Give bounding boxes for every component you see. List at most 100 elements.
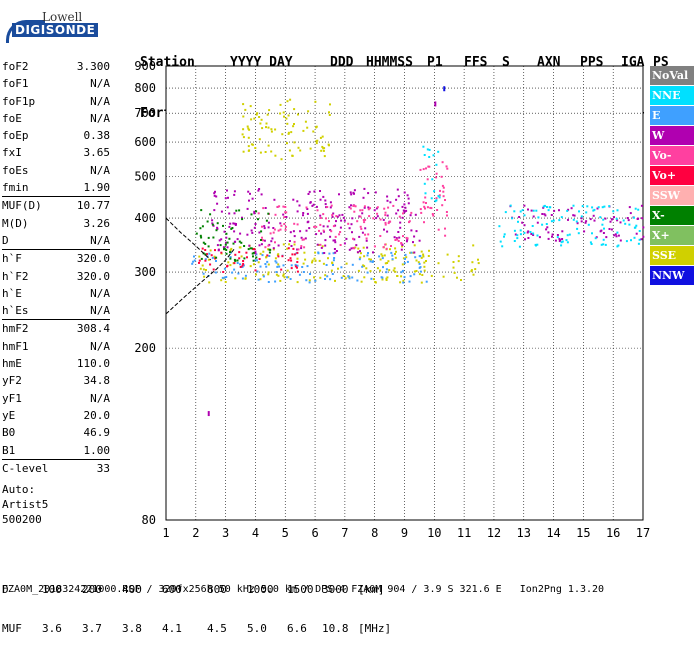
echo-point-w bbox=[366, 246, 369, 249]
echo-point-nne bbox=[601, 206, 604, 209]
echo-point-vo bbox=[338, 233, 341, 236]
echo-point-nne bbox=[616, 231, 619, 234]
echo-point-vo bbox=[432, 214, 435, 217]
legend-sse: SSE bbox=[650, 246, 694, 265]
echo-point-sse bbox=[328, 114, 331, 116]
echo-point-e bbox=[333, 257, 336, 259]
y-tick-label: 300 bbox=[134, 265, 156, 279]
echo-point-e bbox=[294, 263, 297, 266]
echo-point-sse bbox=[230, 247, 233, 250]
echo-point-w bbox=[308, 227, 311, 230]
echo-point-e bbox=[332, 252, 335, 255]
echo-point-nne bbox=[435, 163, 438, 166]
echo-point-w bbox=[233, 240, 236, 243]
param-row-mufd: MUF(D) 10.77 bbox=[2, 197, 110, 214]
echo-point-w bbox=[573, 214, 576, 217]
echo-point-vo bbox=[406, 237, 409, 240]
echo-point-vo bbox=[384, 211, 387, 214]
echo-point-nne bbox=[428, 148, 431, 151]
echo-point-e bbox=[298, 273, 301, 276]
echo-point-w bbox=[257, 189, 260, 192]
echo-point-sse bbox=[452, 261, 455, 263]
param-row-foe: foE N/A bbox=[2, 110, 110, 127]
echo-point-sse bbox=[312, 130, 315, 133]
echo-point-nne bbox=[423, 154, 426, 156]
echo-point-sse bbox=[293, 123, 295, 125]
echo-point-e bbox=[314, 279, 317, 282]
echo-point-x bbox=[247, 248, 250, 251]
echo-point-sse bbox=[418, 273, 421, 276]
echo-point-nne bbox=[536, 234, 539, 237]
echo-point-w bbox=[409, 214, 412, 217]
echo-point-e bbox=[241, 266, 244, 268]
echo-point-x bbox=[236, 259, 239, 262]
echo-point-vo bbox=[287, 259, 290, 262]
echo-point-w bbox=[348, 206, 351, 209]
echo-point-e bbox=[382, 266, 384, 269]
echo-point-x bbox=[232, 242, 235, 245]
echo-point-w bbox=[611, 218, 613, 221]
echo-point-vo bbox=[210, 254, 213, 257]
echo-point-sse bbox=[417, 261, 420, 264]
echo-point-w bbox=[341, 213, 344, 216]
echo-point-sse bbox=[249, 265, 252, 268]
echo-point-w bbox=[323, 252, 326, 254]
echo-point-nne bbox=[532, 232, 535, 235]
echo-point-e bbox=[403, 276, 406, 279]
echo-point-vo bbox=[335, 215, 338, 218]
echo-point-w bbox=[355, 244, 358, 247]
echo-point-w bbox=[218, 239, 221, 242]
echo-point-x bbox=[260, 239, 262, 241]
echo-point-w bbox=[253, 212, 256, 215]
echo-point-vo bbox=[424, 196, 427, 199]
echo-point-w bbox=[302, 212, 305, 214]
echo-point-vo bbox=[396, 238, 399, 241]
param-value: N/A bbox=[90, 77, 110, 91]
echo-point-vo bbox=[422, 201, 425, 204]
echo-point-w bbox=[288, 240, 291, 242]
echo-point-vo bbox=[359, 215, 362, 218]
echo-point-w bbox=[282, 213, 285, 216]
echo-point-w bbox=[642, 235, 645, 238]
echo-point-sse bbox=[415, 270, 418, 272]
echo-point-sse bbox=[293, 141, 296, 144]
echo-point-nne bbox=[430, 197, 433, 200]
echo-point-e bbox=[326, 275, 329, 278]
echo-point-vo bbox=[206, 253, 208, 256]
echo-point-sse bbox=[471, 261, 474, 264]
echo-point-vo bbox=[376, 206, 379, 209]
param-value: N/A bbox=[90, 286, 110, 300]
echo-point-sse bbox=[224, 281, 227, 283]
echo-point-sse bbox=[258, 138, 261, 141]
echo-point-vo bbox=[400, 242, 403, 244]
echo-point-sse bbox=[362, 246, 365, 249]
param-row-ye: yE 20.0 bbox=[2, 407, 110, 424]
echo-point-e bbox=[286, 276, 289, 279]
echo-point-sse bbox=[381, 278, 384, 281]
echo-point-w bbox=[604, 217, 607, 220]
echo-point-nne bbox=[616, 209, 619, 212]
echo-point-vo bbox=[252, 248, 255, 251]
echo-point-sse bbox=[270, 130, 273, 133]
echo-point-sse bbox=[260, 118, 263, 121]
echo-point-sse bbox=[324, 274, 327, 277]
echo-point-sse bbox=[394, 270, 397, 273]
echo-point-nne bbox=[615, 217, 618, 220]
echo-point-sse bbox=[308, 279, 311, 282]
echo-point-sse bbox=[249, 105, 252, 108]
echo-point-w bbox=[216, 226, 219, 229]
echo-point-w bbox=[258, 188, 261, 190]
param-label: MUF(D) bbox=[2, 199, 42, 213]
echo-point-e bbox=[237, 272, 240, 275]
echo-point-w bbox=[296, 248, 299, 251]
echo-point-e bbox=[409, 275, 412, 278]
echo-point-sse bbox=[259, 278, 262, 281]
echo-point-sse bbox=[380, 253, 383, 256]
echo-point-nne bbox=[426, 148, 429, 151]
echo-point-w bbox=[546, 226, 549, 229]
echo-point-sse bbox=[420, 281, 423, 284]
echo-point-e bbox=[262, 275, 265, 278]
echo-point-x bbox=[251, 252, 254, 255]
echo-point-sse bbox=[247, 149, 250, 152]
echo-point-w bbox=[332, 239, 335, 242]
